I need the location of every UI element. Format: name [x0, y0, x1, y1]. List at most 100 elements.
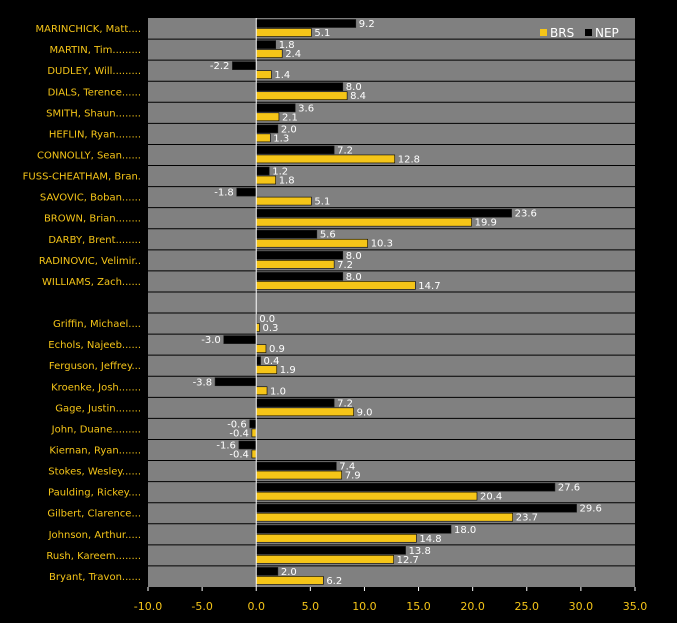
value-label-nep: -1.8: [214, 188, 234, 199]
value-label-nep: -0.6: [227, 419, 247, 430]
category-labels: MARINCHICK, Matt.... MARTIN, Tim.........…: [23, 24, 141, 583]
bar-nep: [255, 524, 452, 534]
value-label-brs: 0.3: [262, 323, 278, 334]
plot-area: [148, 18, 635, 587]
category-label: Bryant, Travon......: [49, 572, 141, 583]
bar-brs: [255, 196, 312, 206]
bar-brs: [255, 512, 514, 522]
category-label: Ferguson, Jeffrey...: [49, 361, 141, 372]
value-label-nep: 18.0: [454, 525, 476, 536]
legend-swatch-nep: [585, 29, 592, 36]
category-label: FUSS-CHEATHAM, Bran.: [23, 172, 141, 183]
value-label-brs: 23.7: [516, 513, 538, 524]
value-label-nep: 2.0: [281, 124, 297, 135]
bar-brs: [255, 238, 368, 248]
category-label: BROWN, Brian........: [44, 214, 141, 225]
value-label-brs: 14.8: [419, 534, 441, 545]
category-label: SMITH, Shaun........: [46, 108, 141, 119]
x-tick-label: 5.0: [302, 600, 320, 613]
bar-nep: [255, 166, 270, 176]
bar-brs: [255, 70, 272, 79]
value-label-brs: 5.1: [314, 197, 330, 208]
value-label-brs: 2.4: [285, 49, 301, 60]
value-label-nep: 0.0: [259, 314, 275, 325]
legend-label-nep: NEP: [595, 26, 619, 40]
category-label: Paulding, Rickey....: [48, 488, 141, 499]
value-label-brs: 1.3: [273, 133, 289, 144]
value-label-brs: 19.9: [475, 218, 497, 229]
bar-brs: [255, 112, 280, 122]
bar-brs: [255, 533, 417, 543]
bar-nep: [255, 398, 335, 408]
value-label-brs: 7.9: [345, 471, 361, 482]
x-tick-label: 30.0: [569, 600, 594, 613]
bar-nep: [232, 61, 257, 70]
value-label-nep: 23.6: [515, 209, 537, 220]
value-label-brs: 8.4: [350, 91, 366, 102]
value-label-nep: -3.8: [193, 377, 213, 388]
category-label: Rush, Kareem........: [46, 551, 141, 562]
bar-brs: [255, 154, 396, 164]
bars-layer: [214, 19, 577, 585]
bar-nep: [255, 482, 556, 492]
bar-nep: [255, 251, 344, 260]
category-label: DUDLEY, Will.........: [47, 66, 141, 77]
value-label-nep: 13.8: [409, 546, 431, 557]
x-axis-ticks: -10.0 -5.0 0.0 5.0 10.0 15.0 20.0 25.0 30.0 35.0: [134, 587, 647, 613]
category-label: MARINCHICK, Matt....: [35, 24, 141, 35]
bar-nep: [255, 272, 344, 281]
value-label-brs: 9.0: [357, 407, 373, 418]
bar-nep: [255, 145, 335, 155]
bar-nep: [255, 546, 406, 555]
category-label: Stokes, Wesley......: [48, 467, 141, 478]
value-label-brs: 6.2: [326, 576, 342, 587]
x-tick-label: -10.0: [134, 600, 162, 613]
bar-brs: [255, 133, 271, 143]
bar-nep: [214, 377, 257, 387]
value-label-brs: 1.4: [274, 70, 290, 81]
category-label: MARTIN, Tim.........: [49, 45, 141, 56]
data-labels: 9.25.11.82.4-2.21.48.08.43.62.12.01.37.2…: [193, 19, 602, 587]
category-label: John, Duane.........: [51, 424, 141, 435]
bar-brs: [251, 449, 257, 459]
bar-brs: [255, 491, 478, 501]
value-label-brs: 1.8: [279, 176, 295, 187]
category-label: Kroenke, Josh.......: [51, 382, 141, 393]
bar-nep: [255, 567, 279, 576]
value-label-nep: 0.4: [264, 356, 280, 367]
legend-label-brs: BRS: [550, 26, 574, 40]
category-label: DARBY, Brent........: [48, 235, 141, 246]
value-label-nep: -1.6: [216, 440, 236, 451]
category-label: Gage, Justin........: [55, 403, 141, 414]
value-label-nep: 27.6: [558, 483, 580, 494]
value-label-brs: 10.3: [371, 239, 393, 250]
category-label: CONNOLLY, Sean......: [37, 150, 141, 161]
bar-brs: [255, 28, 312, 37]
category-label: HEFLIN, Ryan........: [49, 129, 141, 140]
bar-nep: [236, 187, 257, 197]
x-tick-label: 0.0: [247, 600, 265, 613]
category-label: DIALS, Terence......: [48, 87, 141, 98]
bar-nep: [255, 503, 577, 513]
value-label-brs: 12.8: [398, 154, 420, 165]
value-label-brs: 0.9: [269, 344, 285, 355]
category-label: Gilbert, Clarence...: [47, 509, 141, 520]
category-label: RADINOVIC, Velimir..: [39, 256, 141, 267]
value-label-nep: 8.0: [346, 272, 362, 283]
value-label-brs: 1.0: [270, 386, 286, 397]
bar-brs: [255, 344, 267, 353]
bar-brs: [255, 470, 343, 480]
value-label-nep: 7.2: [337, 145, 353, 156]
bar-nep: [255, 208, 512, 218]
x-tick-label: 15.0: [406, 600, 431, 613]
value-label-nep: 8.0: [346, 251, 362, 262]
value-label-nep: -3.0: [201, 335, 221, 346]
value-label-brs: 7.2: [337, 260, 353, 271]
bar-brs: [255, 260, 335, 269]
bar-nep: [255, 229, 318, 239]
value-label-nep: -2.2: [210, 61, 230, 72]
value-label-nep: 29.6: [580, 504, 602, 515]
value-label-nep: 1.2: [272, 167, 288, 178]
category-label: WILLIAMS, Zach......: [42, 277, 141, 288]
value-label-brs: -0.4: [229, 428, 249, 439]
